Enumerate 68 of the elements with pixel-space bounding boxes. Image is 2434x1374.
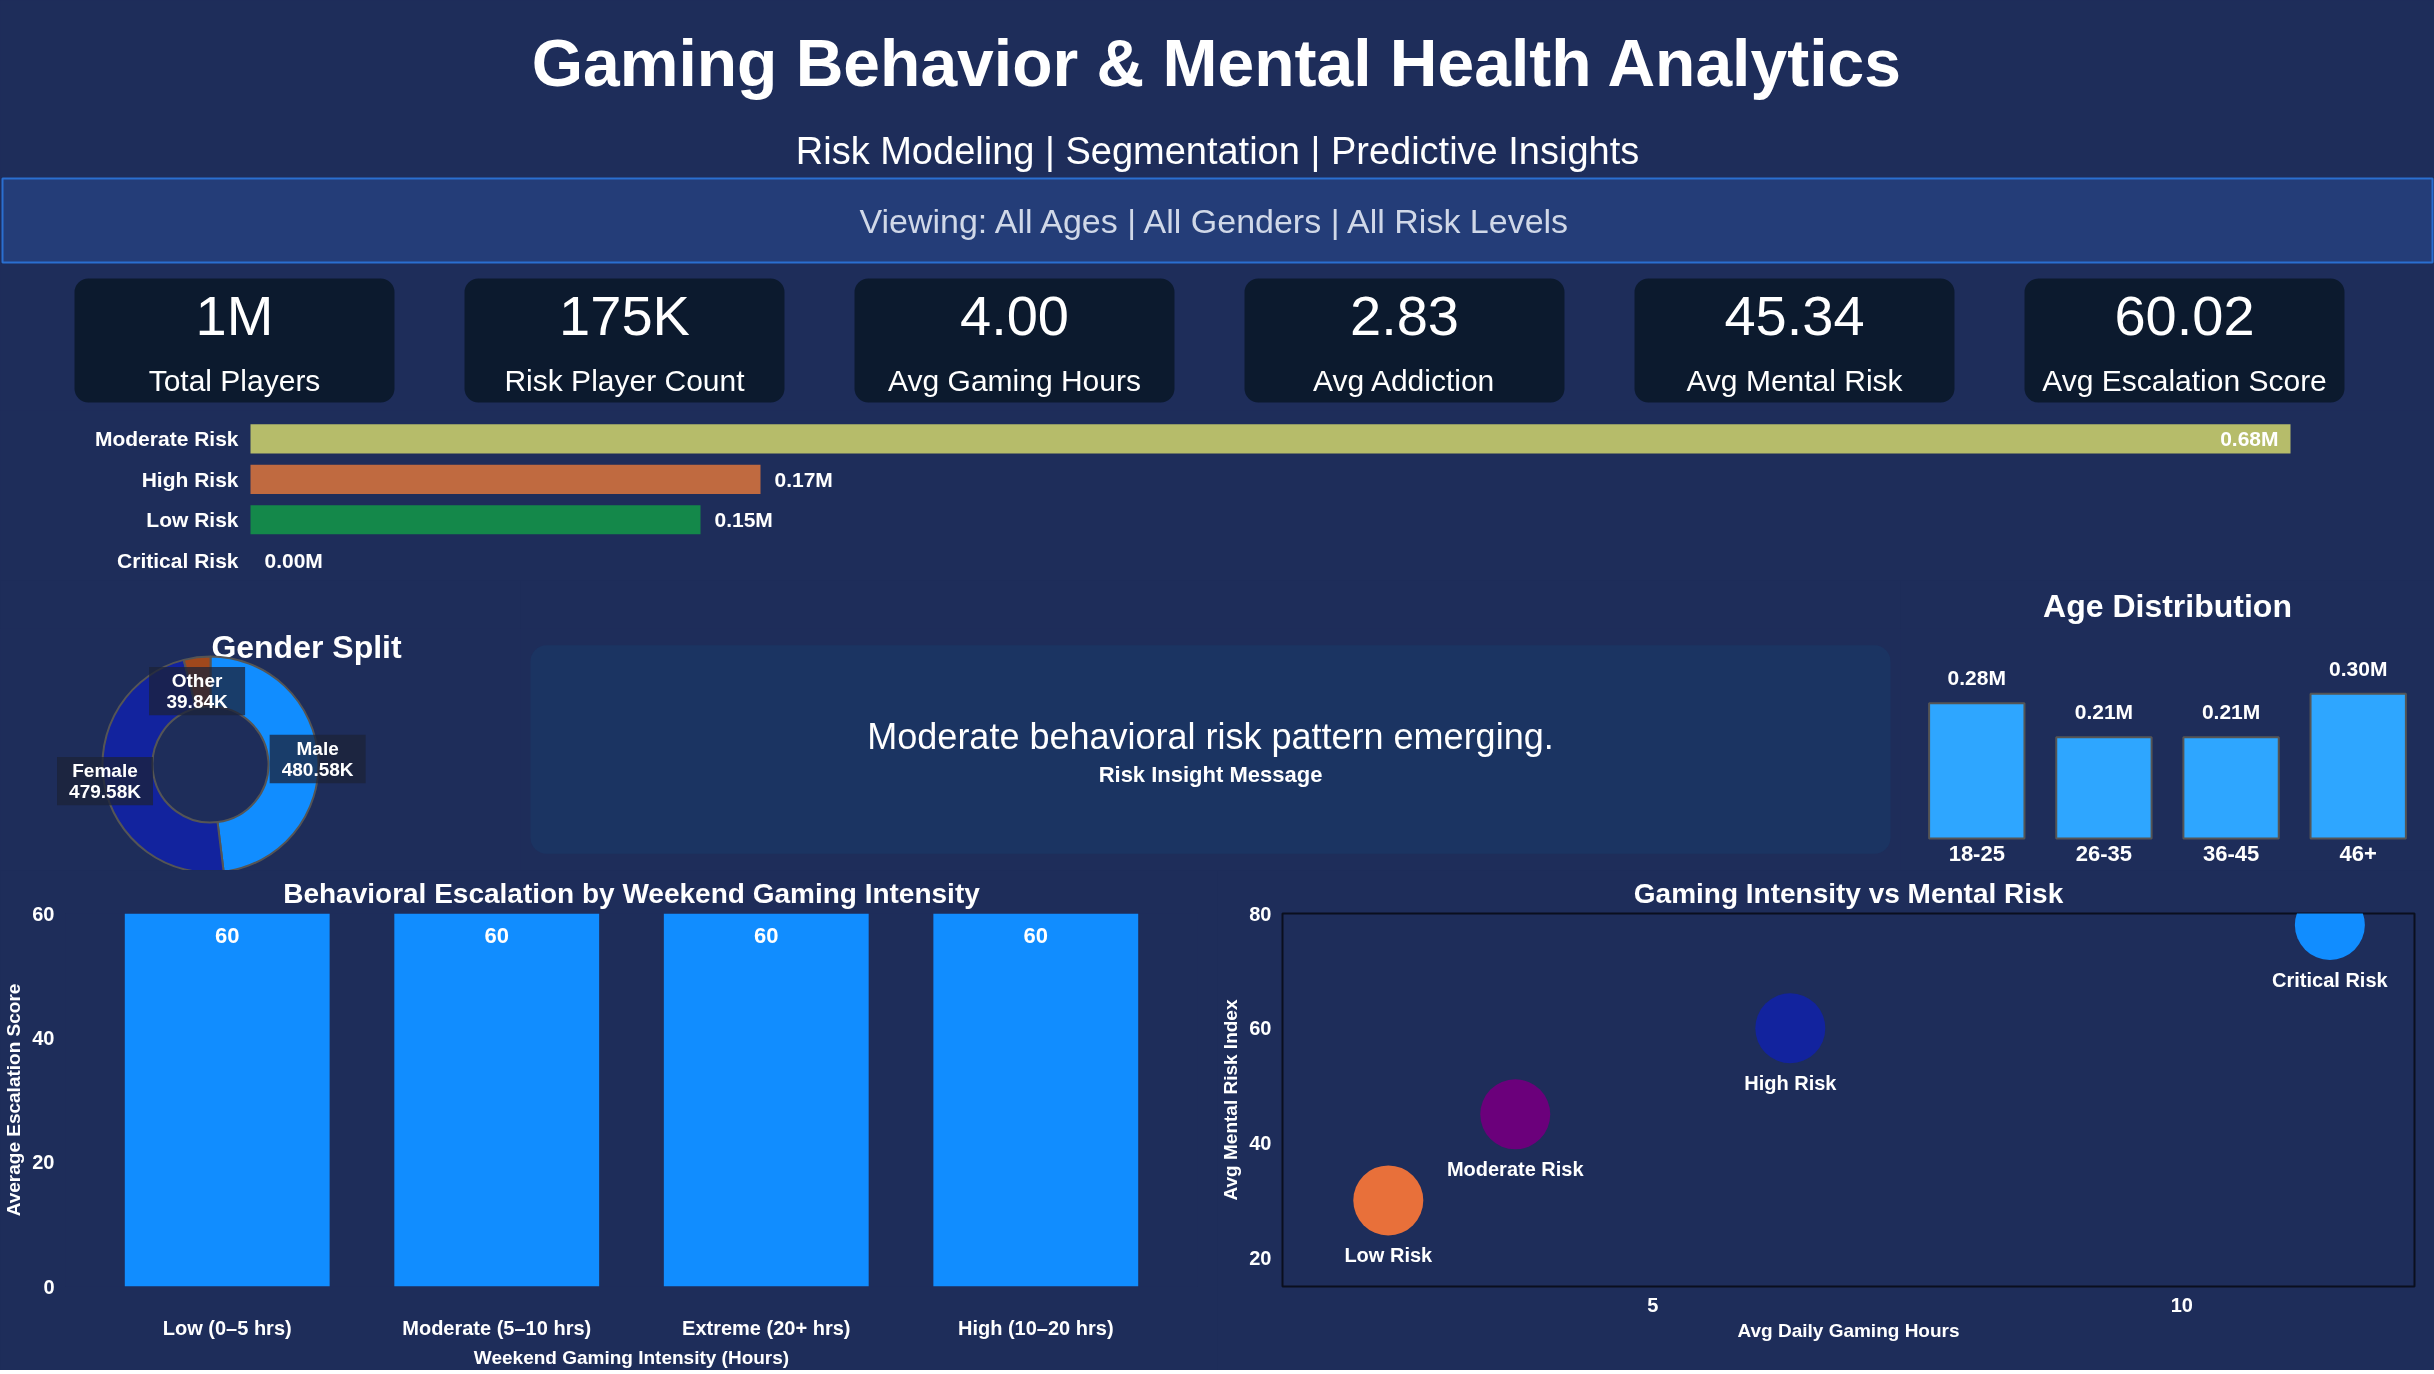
data-label: 39.84K: [166, 691, 229, 713]
x-tick-label: 18-25: [1948, 840, 2005, 866]
data-label: 0.30M: [2329, 656, 2388, 680]
text: 175K: [559, 284, 690, 347]
x-axis-title: Weekend Gaming Intensity (Hours): [473, 1346, 790, 1368]
data-label: 480.58K: [281, 759, 354, 781]
data-label: 0.28M: [1947, 666, 2006, 690]
y-tick-label: Moderate Risk: [94, 427, 239, 451]
x-tick-label: Low (0–5 hrs): [162, 1316, 292, 1339]
data-label: 0.68M: [2220, 427, 2279, 451]
data-label: 60: [754, 922, 779, 948]
series-label: High Risk: [1744, 1072, 1838, 1095]
y-axis-title: Avg Mental Risk Index: [1220, 999, 1242, 1201]
text: Avg Gaming Hours: [888, 364, 1141, 397]
text: Avg Mental Risk: [1686, 364, 1904, 397]
y-tick-label: 40: [1249, 1132, 1272, 1155]
x-tick-label: High (10–20 hrs): [957, 1316, 1114, 1339]
data-label: 479.58K: [69, 781, 142, 803]
text: 4.00: [960, 283, 1069, 347]
slice-label: Female: [72, 759, 138, 781]
data-label: 0.21M: [2201, 700, 2261, 724]
y-tick-label: Critical Risk: [117, 548, 239, 572]
data-label: 0.21M: [2074, 700, 2134, 724]
y-tick-label: 60: [1249, 1017, 1272, 1040]
x-tick-label: 5: [1647, 1293, 1659, 1316]
y-tick-label: Low Risk: [146, 508, 239, 532]
x-tick-label: Moderate (5–10 hrs): [402, 1316, 592, 1339]
data-label: 60: [484, 922, 509, 948]
chart-title: Gender Split: [211, 628, 402, 665]
text: 1M: [195, 284, 274, 347]
y-tick-label: 40: [32, 1026, 55, 1049]
series-label: Critical Risk: [2272, 968, 2389, 991]
data-label: 0.17M: [774, 467, 833, 491]
x-tick-label: Extreme (20+ hrs): [682, 1316, 851, 1339]
y-tick-label: 0: [43, 1275, 55, 1298]
x-tick-label: 10: [2170, 1293, 2193, 1316]
text: 45.34: [1724, 283, 1865, 347]
text: 60.02: [2114, 283, 2255, 347]
slice-label: Other: [171, 669, 224, 691]
x-tick-label: 36-45: [2202, 840, 2260, 866]
data-label: 0.15M: [714, 508, 773, 532]
y-axis-title: Average Escalation Score: [3, 983, 25, 1217]
text: Avg Escalation Score: [2042, 364, 2327, 397]
text: Total Players: [148, 364, 321, 397]
chart-title: Age Distribution: [2043, 587, 2292, 624]
y-tick-label: 60: [32, 902, 55, 925]
y-tick-label: 20: [32, 1151, 55, 1174]
data-label: 60: [1023, 922, 1049, 948]
text: Viewing: All Ages | All Genders | All Risk Levels: [859, 201, 1569, 240]
chart-title: Gaming Intensity vs Mental Risk: [1633, 877, 2064, 909]
text: 2.83: [1350, 283, 1459, 347]
slice-label: Male: [296, 737, 339, 759]
text: Risk Modeling | Segmentation | Predictive Insights: [795, 129, 1640, 172]
x-axis-title: Avg Daily Gaming Hours: [1737, 1319, 1960, 1341]
y-tick-label: 80: [1249, 902, 1272, 925]
x-tick-label: 46+: [2339, 840, 2377, 866]
text: Gaming Behavior & Mental Health Analytics: [531, 25, 1901, 100]
text: Moderate behavioral risk pattern emerging.: [867, 716, 1554, 758]
y-tick-label: 20: [1249, 1246, 1272, 1269]
chart-title: Behavioral Escalation by Weekend Gaming Intensity: [283, 877, 981, 909]
series-label: Moderate Risk: [1446, 1158, 1585, 1181]
data-label: 0.00M: [264, 548, 323, 572]
text: Avg Addiction: [1313, 364, 1495, 397]
text: Risk Player Count: [504, 364, 746, 397]
series-label: Low Risk: [1344, 1244, 1434, 1267]
text: Risk Insight Message: [1098, 762, 1323, 788]
x-tick-label: 26-35: [2075, 840, 2133, 866]
y-tick-label: High Risk: [141, 467, 239, 491]
